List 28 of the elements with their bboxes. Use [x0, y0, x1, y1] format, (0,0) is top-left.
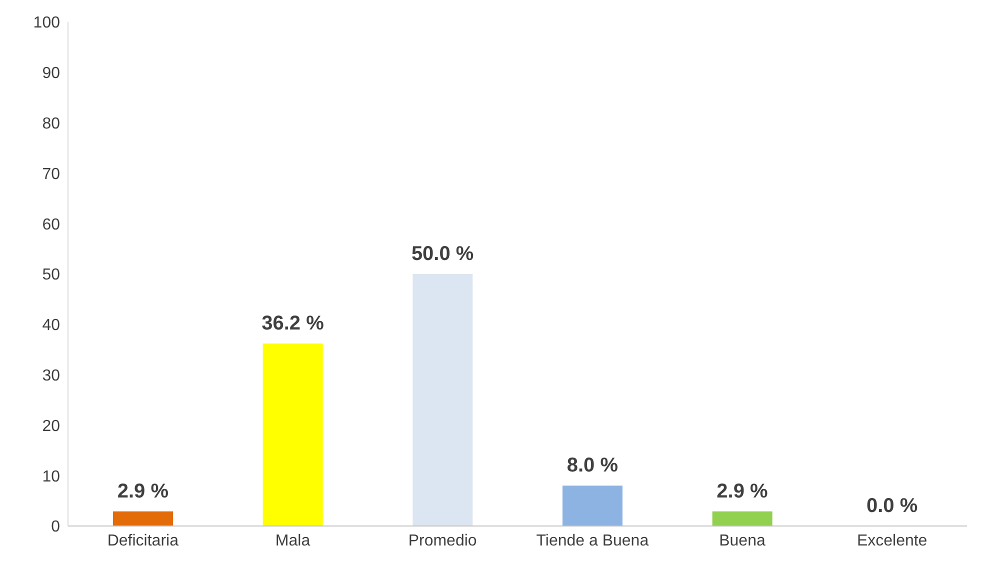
bar [712, 511, 772, 526]
x-tick-label: Buena [719, 532, 766, 550]
data-label: 8.0 % [566, 454, 618, 477]
y-tick-label: 40 [42, 317, 60, 334]
bar [113, 511, 173, 526]
y-tick-label: 100 [33, 14, 60, 32]
y-tick-label: 90 [42, 65, 60, 82]
y-tick-label: 80 [42, 115, 60, 132]
x-tick-label: Promedio [408, 532, 477, 550]
x-tick-label: Deficitaria [107, 532, 179, 550]
y-tick-label: 10 [42, 468, 60, 486]
y-tick-label: 70 [42, 166, 60, 183]
x-tick-label: Tiende a Buena [536, 532, 649, 550]
data-label: 36.2 % [262, 312, 324, 335]
y-tick-label: 20 [42, 418, 60, 435]
data-label: 2.9 % [117, 480, 169, 502]
data-label: 50.0 % [411, 243, 474, 265]
y-tick-label: 50 [42, 266, 60, 284]
bar [562, 486, 622, 526]
bar [262, 344, 323, 526]
data-label: 0.0 % [866, 495, 918, 517]
y-tick-label: 0 [51, 518, 60, 536]
x-tick-label: Mala [275, 532, 310, 550]
bar [412, 274, 473, 526]
data-label: 2.9 % [716, 480, 768, 502]
y-tick-label: 30 [42, 367, 60, 384]
y-tick-label: 60 [42, 216, 60, 234]
x-tick-label: Excelente [856, 532, 928, 550]
